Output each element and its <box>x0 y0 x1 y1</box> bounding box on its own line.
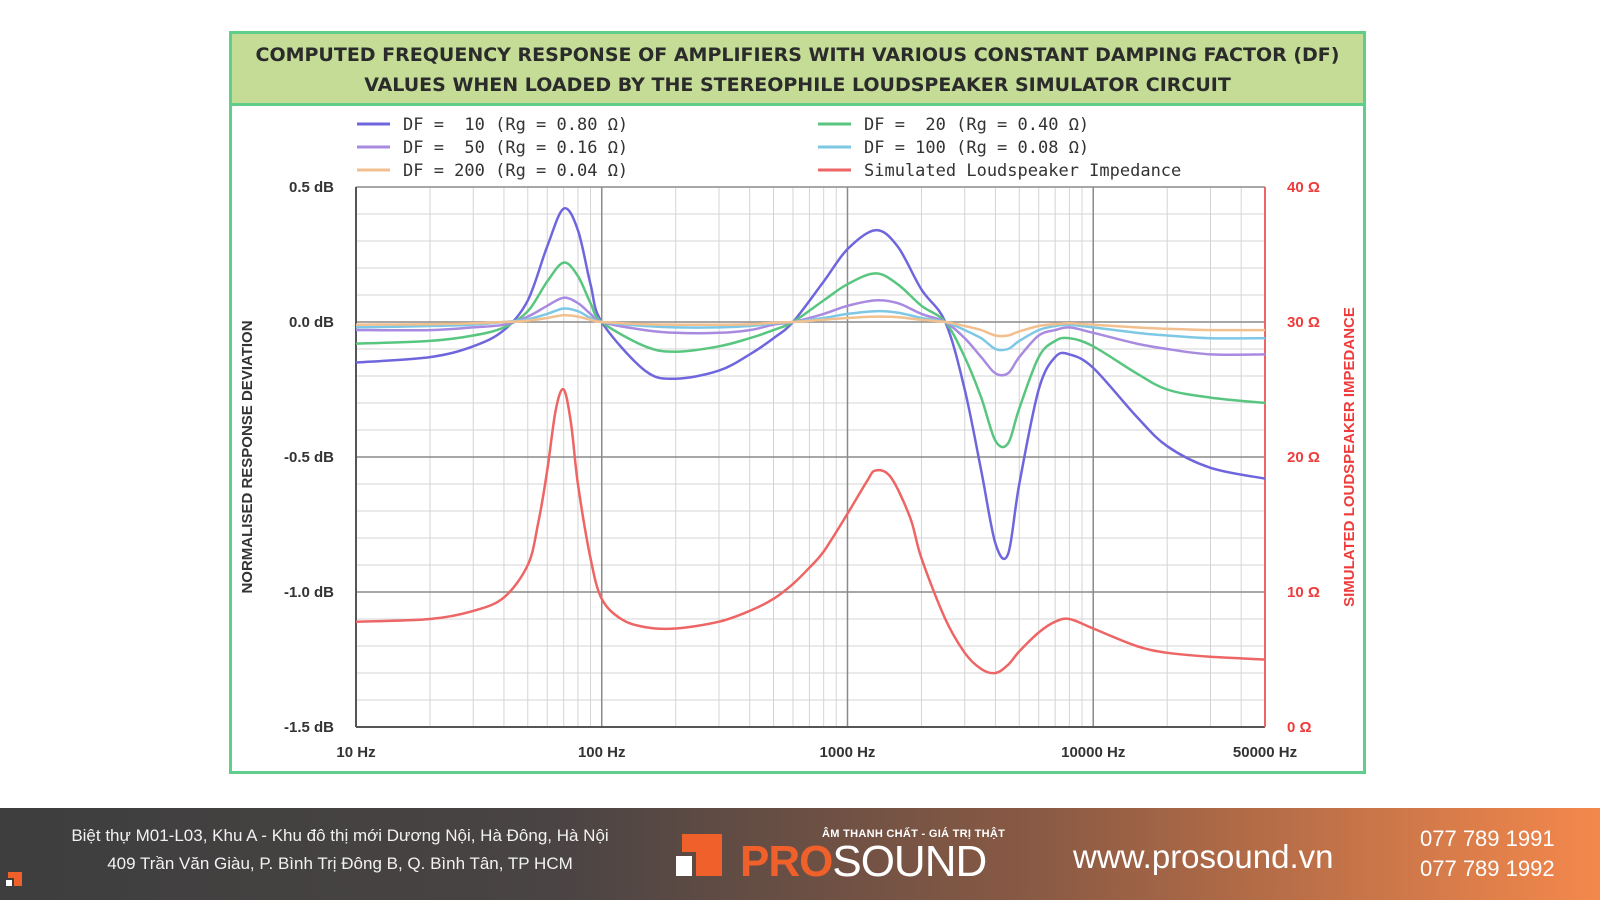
chart-title-line2: VALUES WHEN LOADED BY THE STEREOPHILE LO… <box>364 74 1231 96</box>
y2-axis-title: SIMULATED LOUDSPEAKER IMPEDANCE <box>1341 307 1358 607</box>
x-tick-label: 100 Hz <box>578 744 626 761</box>
x-tick-label: 10000 Hz <box>1061 744 1125 761</box>
x-tick-label: 50000 Hz <box>1233 744 1297 761</box>
address-line-1: Biệt thự M01-L03, Khu A - Khu đô thị mới… <box>71 826 609 845</box>
logo-wordmark: PROSOUND <box>740 837 987 886</box>
series-line-1 <box>355 261 1266 449</box>
logo-sound-text: SOUND <box>832 837 987 886</box>
chart-title-band: COMPUTED FREQUENCY RESPONSE OF AMPLIFIER… <box>232 34 1363 106</box>
chart-plot: 10 Hz 100 Hz 1000 Hz 10000 Hz 50000 Hz 0.5 dB… <box>239 115 1358 761</box>
y-tick-label: -1.5 dB <box>284 719 334 736</box>
legend-label-5: Simulated Loudspeaker Impedance <box>864 161 1181 181</box>
y2-tick-label: 10 Ω <box>1287 584 1320 601</box>
y2-tick-label: 40 Ω <box>1287 179 1320 196</box>
prosound-logo-icon <box>676 834 722 876</box>
legend-label-2: DF = 50 (Rg = 0.16 Ω) <box>403 138 628 158</box>
legend-label-3: DF = 100 (Rg = 0.08 Ω) <box>864 138 1089 158</box>
y-tick-label: -1.0 dB <box>284 584 334 601</box>
series-line-4 <box>355 313 1266 338</box>
y-axis-title: NORMALISED RESPONSE DEVIATION <box>239 320 256 593</box>
y-tick-label: 0.0 dB <box>289 314 334 331</box>
website-link[interactable]: www.prosound.vn <box>1073 838 1334 875</box>
chart-title-line1: COMPUTED FREQUENCY RESPONSE OF AMPLIFIER… <box>255 44 1340 66</box>
series-line-2 <box>355 296 1266 377</box>
series-line-0 <box>355 207 1266 561</box>
legend-label-0: DF = 10 (Rg = 0.80 Ω) <box>403 115 628 135</box>
phone-number-2[interactable]: 077 789 1992 <box>1420 856 1555 881</box>
x-tick-label: 10 Hz <box>336 744 375 761</box>
x-tick-label: 1000 Hz <box>820 744 876 761</box>
legend-label-4: DF = 200 (Rg = 0.04 Ω) <box>403 161 628 181</box>
series-line-5 <box>355 387 1266 675</box>
y-tick-label: 0.5 dB <box>289 179 334 196</box>
corner-logo-icon <box>6 872 22 886</box>
phone-number-1[interactable]: 077 789 1991 <box>1420 826 1555 851</box>
y2-tick-label: 30 Ω <box>1287 314 1320 331</box>
address-line-2: 409 Trần Văn Giàu, P. Bình Trị Đông B, Q… <box>107 854 573 873</box>
logo-tagline: ÂM THANH CHẤT - GIÁ TRỊ THẬT <box>822 828 1006 840</box>
y-tick-label: -0.5 dB <box>284 449 334 466</box>
y2-tick-label: 0 Ω <box>1287 719 1312 736</box>
series-line-3 <box>355 307 1266 352</box>
logo-pro-text: PRO <box>740 837 833 886</box>
y2-tick-label: 20 Ω <box>1287 449 1320 466</box>
legend-label-1: DF = 20 (Rg = 0.40 Ω) <box>864 115 1089 135</box>
footer-bar: Biệt thự M01-L03, Khu A - Khu đô thị mới… <box>0 808 1600 900</box>
